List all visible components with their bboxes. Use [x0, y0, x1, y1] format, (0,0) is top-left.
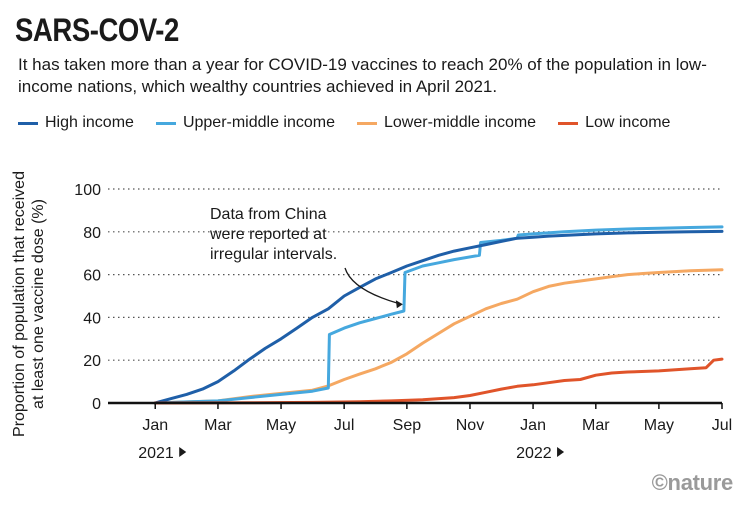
- y-axis-title-line-2: at least one vaccine dose (%): [30, 199, 47, 409]
- y-tick-label-40: 40: [83, 310, 101, 327]
- legend-item-upper-middle-income: Upper-middle income: [155, 114, 335, 132]
- legend-label-upper-middle-income: Upper-middle income: [182, 114, 335, 131]
- legend-label-lower-middle-income: Lower-middle income: [384, 114, 537, 131]
- chart-subtitle: It has taken more than a year for COVID-…: [18, 55, 707, 96]
- chart-title: SARS-COV-2: [15, 12, 179, 48]
- legend-label-low-income: Low income: [585, 114, 671, 131]
- y-axis-title: Proportion of population that received at…: [11, 171, 47, 437]
- year-arrow-2021: [179, 447, 187, 457]
- year-arrow-2022: [557, 447, 565, 457]
- x-tick-label-5: Nov: [456, 417, 484, 434]
- y-tick-label-100: 100: [74, 182, 101, 199]
- x-tick-label-3: Jul: [334, 417, 354, 434]
- x-tick-label-7: Mar: [582, 417, 610, 434]
- legend-item-lower-middle-income: Lower-middle income: [357, 114, 536, 132]
- y-tick-label-20: 20: [83, 353, 101, 370]
- x-tick-label-4: Sep: [393, 417, 422, 434]
- x-tick-label-9: Jul: [712, 417, 732, 434]
- annotation-text-line-2: were reported at: [209, 226, 327, 243]
- legend-item-low-income: Low income: [558, 114, 670, 132]
- annotation-arrowhead: [395, 300, 403, 309]
- annotation-arrow-line: [344, 267, 399, 304]
- x-tick-label-0: Jan: [142, 417, 168, 434]
- series-line-lower-middle-income: [153, 268, 724, 405]
- nature-logo: ©nature: [651, 470, 734, 495]
- year-label-2022: 2022: [516, 445, 552, 462]
- series-line-high-income: [153, 229, 724, 405]
- x-tick-label-8: May: [644, 417, 674, 434]
- y-tick-label-0: 0: [92, 396, 101, 413]
- legend-swatch-lower-middle-income: [357, 121, 377, 125]
- x-tick-label-2: May: [266, 417, 296, 434]
- legend-item-high-income: High income: [18, 114, 134, 132]
- legend-swatch-low-income: [558, 121, 579, 125]
- legend-label-high-income: High income: [45, 114, 134, 131]
- legend-swatch-high-income: [18, 121, 38, 125]
- annotation-text-line-3: irregular intervals.: [210, 246, 337, 263]
- legend-swatch-upper-middle-income: [155, 121, 176, 125]
- y-tick-label-60: 60: [83, 268, 101, 285]
- series-line-upper-middle-income: [153, 225, 724, 405]
- year-label-2021: 2021: [138, 445, 174, 462]
- annotation-text-line-1: Data from China: [210, 206, 327, 223]
- series-line-low-income: [153, 357, 724, 405]
- x-tick-label-6: Jan: [520, 417, 546, 434]
- x-tick-label-1: Mar: [204, 417, 232, 434]
- y-axis-title-line-1: Proportion of population that received: [11, 171, 28, 437]
- y-tick-label-80: 80: [83, 225, 101, 242]
- chart-legend: High income Upper-middle income Lower-mi…: [18, 114, 670, 132]
